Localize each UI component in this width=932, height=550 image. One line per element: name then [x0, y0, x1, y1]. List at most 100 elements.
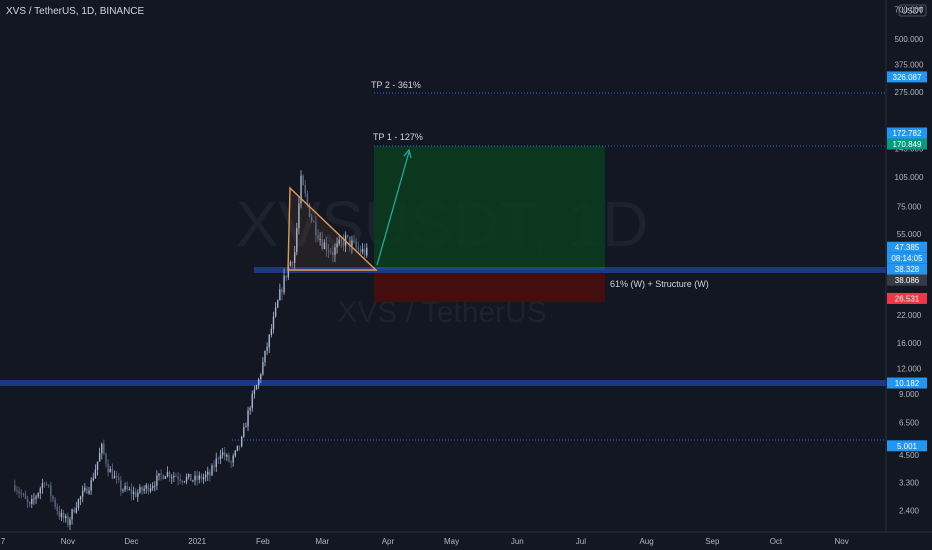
candle-body — [323, 242, 326, 249]
candle-body — [183, 481, 186, 483]
time-ticks: 7 Nov Dec 2021 Feb Mar Apr May Jun Jul Aug Sep Oct No… — [1, 537, 849, 546]
candle-body — [319, 239, 321, 240]
price-tick-label: 105.000 — [895, 173, 924, 182]
price-label-badge[interactable] — [887, 292, 927, 304]
time-tick-label: 7 — [1, 537, 6, 546]
price-label-badge[interactable] — [887, 71, 927, 83]
candle-body — [79, 496, 82, 500]
price-label-badge[interactable] — [887, 252, 927, 264]
candle-body — [340, 239, 343, 241]
candle-body — [88, 490, 90, 494]
descending-triangle[interactable] — [287, 186, 378, 271]
candle-body — [75, 507, 78, 513]
candle-body — [302, 175, 304, 186]
price-label-value: 326.087 — [893, 73, 922, 82]
price-tick-label: 12.000 — [897, 364, 922, 373]
candle-body — [166, 472, 169, 477]
candle-body — [351, 240, 353, 247]
candle-body — [139, 487, 141, 493]
candle-body — [230, 461, 232, 463]
candle-body — [137, 492, 139, 497]
candle-body — [113, 476, 116, 479]
candle-body — [245, 426, 247, 428]
candle-body — [334, 247, 336, 255]
candle-body — [96, 461, 99, 470]
candle-body — [304, 185, 306, 194]
candle-body — [310, 216, 313, 222]
candle-body — [37, 493, 39, 497]
candle-body — [221, 452, 224, 456]
price-label-badge[interactable] — [887, 440, 927, 452]
candle-body — [18, 491, 20, 494]
candle-body — [58, 511, 61, 518]
candle-body — [196, 475, 198, 480]
price-label-badge[interactable] — [887, 274, 927, 286]
price-label-badge[interactable] — [887, 138, 927, 150]
currency-badge[interactable] — [898, 4, 927, 17]
support-zone-lower[interactable] — [0, 380, 886, 386]
candle-body — [234, 450, 237, 456]
symbol-title[interactable]: XVS / TetherUS, 1D, BINANCE — [6, 6, 145, 17]
candle-body — [293, 252, 296, 263]
candle-body — [86, 487, 88, 494]
candle-body — [224, 452, 226, 457]
candle-body — [277, 300, 279, 308]
candle-body — [325, 242, 328, 251]
candle-body — [145, 485, 147, 489]
projection-arrow[interactable] — [376, 151, 410, 266]
candle-body — [105, 453, 107, 464]
time-tick-label: Aug — [639, 537, 653, 546]
candle-body — [118, 477, 120, 481]
candle-body — [71, 509, 73, 520]
candle-body — [194, 475, 196, 481]
candle-body — [173, 475, 175, 478]
price-label-badge[interactable] — [887, 263, 927, 275]
candle-body — [69, 519, 71, 525]
candle-body — [158, 473, 160, 476]
candle-body — [366, 247, 368, 256]
price-tick-label: 375.000 — [895, 61, 924, 70]
candle-body — [251, 393, 253, 409]
candle-body — [266, 347, 268, 351]
candle-body — [285, 275, 287, 278]
candle-body — [274, 307, 277, 317]
candle-body — [43, 483, 46, 485]
tp2-label[interactable]: TP 2 - 361% — [371, 80, 421, 90]
support-zone-upper[interactable] — [254, 267, 886, 273]
price-label-value: 170.849 — [893, 140, 922, 149]
candle-body — [94, 469, 97, 479]
price-tick-label: 275.000 — [895, 88, 924, 97]
candle-body — [128, 489, 131, 490]
currency-label: USDT — [902, 7, 924, 16]
candle-body — [187, 473, 190, 477]
candle-body — [215, 458, 217, 467]
time-tick-label: Nov — [835, 537, 849, 546]
price-label-badge[interactable] — [887, 127, 927, 139]
candle-body — [39, 488, 41, 494]
support-label[interactable]: 61% (W) + Structure (W) — [610, 279, 709, 289]
price-label-badge[interactable] — [887, 377, 927, 389]
candle-body — [134, 491, 137, 497]
loss-zone[interactable] — [374, 273, 605, 302]
profit-zone[interactable] — [374, 146, 605, 270]
candle-body — [361, 248, 364, 253]
candle-body — [177, 476, 179, 480]
candle-body — [20, 493, 22, 495]
time-tick-label: May — [444, 537, 459, 546]
candle-body — [50, 485, 52, 497]
candle-body — [33, 498, 35, 500]
price-tick-label: 16.000 — [897, 339, 922, 348]
time-axis[interactable] — [0, 532, 886, 550]
candle-body — [213, 465, 215, 467]
price-tick-label: 75.000 — [897, 203, 922, 212]
candle-body — [321, 239, 323, 249]
candle-body — [327, 250, 330, 252]
price-tick-label: 700.000 — [895, 5, 924, 14]
candle-body — [35, 496, 37, 499]
candle-body — [143, 488, 145, 491]
tp1-label[interactable]: TP 1 - 127% — [373, 132, 423, 142]
price-label-badge[interactable] — [887, 241, 927, 253]
price-labels: 326.087 172.782 170.849 47.385 08:14:05 38.32… — [887, 71, 927, 452]
candle-body — [315, 222, 317, 236]
